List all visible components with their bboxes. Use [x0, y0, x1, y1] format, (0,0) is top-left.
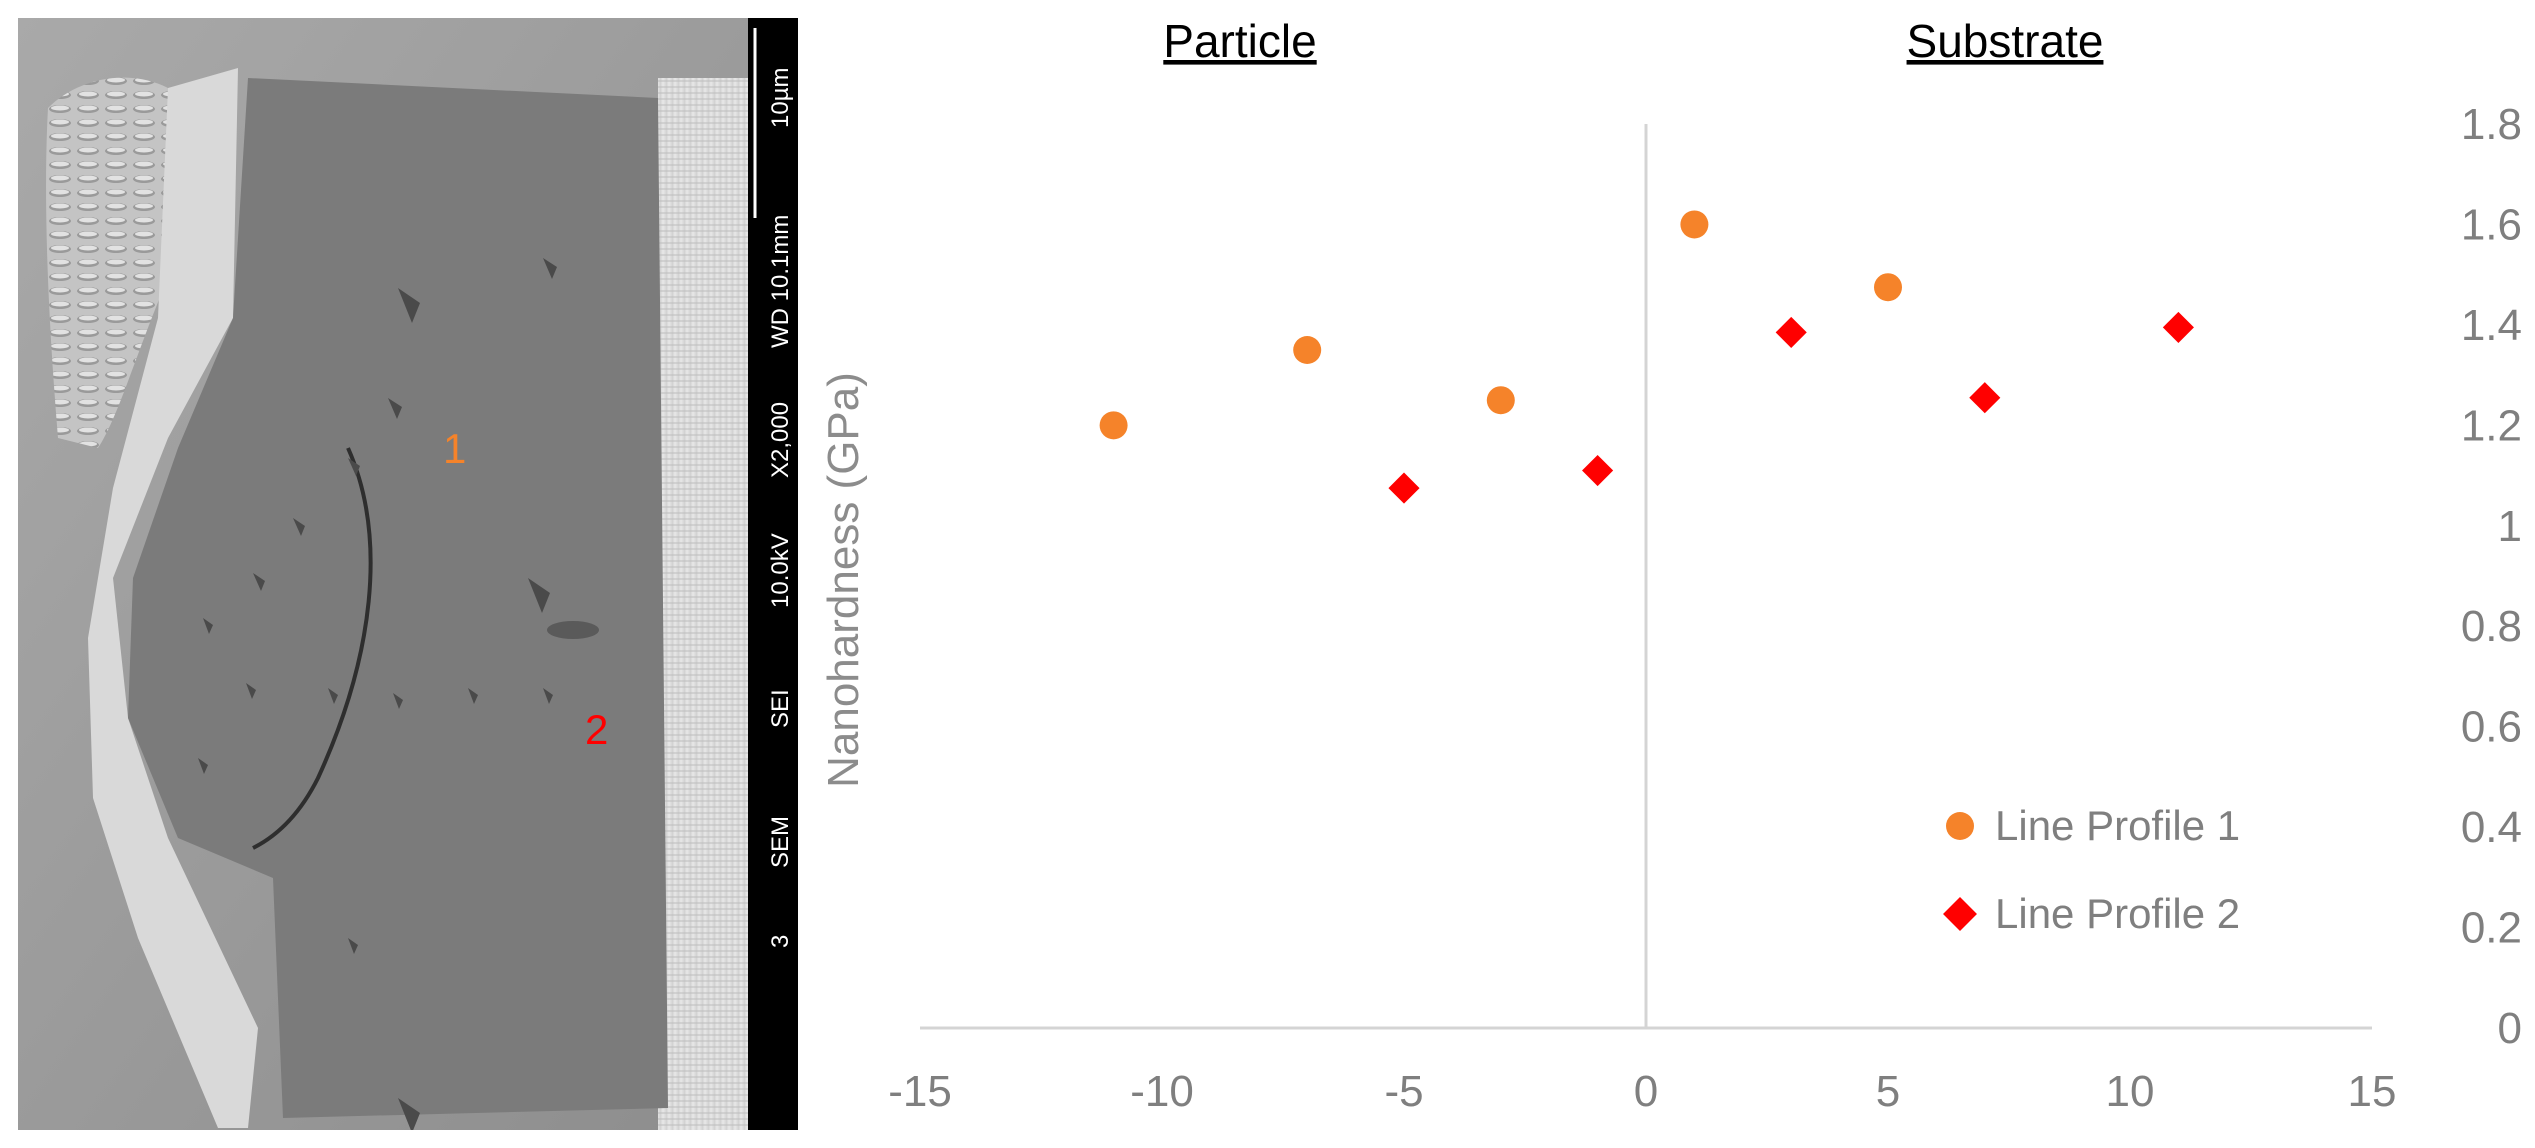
- data-point-line-profile-1: [1486, 386, 1515, 415]
- region-label-particle: Particle: [1163, 15, 1316, 67]
- y-tick-label: 0: [2498, 1004, 2522, 1053]
- sem-info-mode: SEM: [767, 816, 794, 868]
- legend-label-line-profile-2: Line Profile 2: [1995, 890, 2240, 937]
- data-point-line-profile-1: [1874, 273, 1902, 302]
- data-point-line-profile-1: [1099, 411, 1128, 440]
- nanohardness-chart: -15 -10 -5 0 5 10 15 0 0.2 0.4 0.6 0.8 1 1.2 1.4 1.6 1.8…: [800, 0, 2535, 1148]
- x-tick-label: -10: [1130, 1067, 1194, 1116]
- legend-label-line-profile-1: Line Profile 1: [1995, 802, 2240, 849]
- x-tick-label: 5: [1876, 1067, 1900, 1116]
- sem-marker-1: 1: [443, 425, 466, 472]
- legend-marker-line-profile-1: [1946, 812, 1974, 840]
- y-tick-label: 0.6: [2461, 703, 2522, 752]
- sem-marker-2: 2: [585, 706, 608, 753]
- legend-marker-line-profile-2: [1943, 897, 1977, 931]
- y-tick-label: 0.4: [2461, 803, 2522, 852]
- y-axis-title: Nanohardness (GPa): [819, 372, 868, 788]
- sem-info-kv: 10.0kV: [767, 533, 794, 608]
- data-point-line-profile-2: [1582, 454, 1614, 487]
- y-tick-label: 1.2: [2461, 401, 2522, 450]
- sem-micrograph: 10µm WD 10.1mm X2,000 10.0kV SEI SEM 3 1…: [18, 18, 798, 1130]
- sem-info-detector: SEI: [767, 689, 794, 728]
- sem-info-wd: WD 10.1mm: [767, 215, 794, 348]
- x-tick-label: -5: [1384, 1067, 1423, 1116]
- data-point-line-profile-1: [1680, 210, 1709, 239]
- sem-info-mag: X2,000: [767, 402, 794, 478]
- data-point-line-profile-2: [1969, 382, 2001, 414]
- data-point-line-profile-1: [1293, 336, 1322, 364]
- legend: Line Profile 1 Line Profile 2: [1943, 802, 2240, 937]
- data-point-line-profile-2: [2162, 311, 2194, 343]
- y-tick-label: 1.8: [2461, 100, 2522, 149]
- x-tick-label: 15: [2348, 1067, 2397, 1116]
- y-tick-label: 1.6: [2461, 200, 2522, 249]
- x-tick-label: 0: [1634, 1067, 1658, 1116]
- y-tick-label: 1: [2498, 502, 2522, 551]
- region-label-substrate: Substrate: [1907, 15, 2104, 67]
- y-tick-label: 0.2: [2461, 904, 2522, 953]
- x-tick-label: 10: [2106, 1067, 2155, 1116]
- sem-image: 10µm WD 10.1mm X2,000 10.0kV SEI SEM 3 1…: [18, 18, 798, 1130]
- sem-scale-bar-label: 10µm: [767, 67, 794, 128]
- data-point-line-profile-2: [1388, 472, 1420, 504]
- data-point-line-profile-2: [1775, 316, 1807, 348]
- y-tick-label: 1.4: [2461, 301, 2522, 350]
- chart-svg: -15 -10 -5 0 5 10 15 0 0.2 0.4 0.6 0.8 1 1.2 1.4 1.6 1.8…: [819, 15, 2522, 1116]
- y-tick-label: 0.8: [2461, 602, 2522, 651]
- sem-info-number: 3: [767, 935, 794, 948]
- x-tick-label: -15: [888, 1067, 952, 1116]
